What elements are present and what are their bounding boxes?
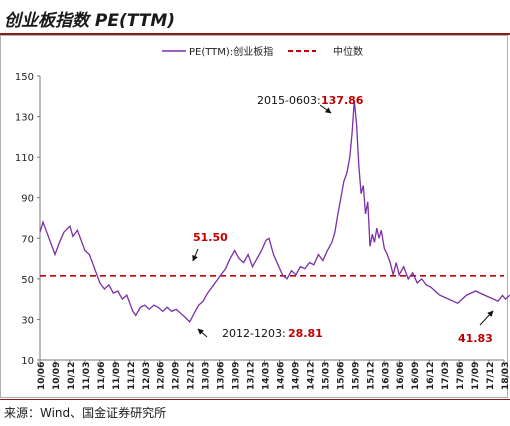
x-tick-label: 10/12 bbox=[67, 362, 77, 390]
x-tick-label: 14/03 bbox=[262, 362, 272, 390]
x-tick-label: 12/12 bbox=[187, 362, 197, 390]
chart-frame bbox=[0, 35, 508, 398]
y-tick-label: 10 bbox=[21, 356, 34, 367]
x-tick-label: 12/06 bbox=[157, 362, 167, 390]
median-annotation: 51.50 bbox=[192, 231, 228, 262]
x-tick-label: 14/12 bbox=[306, 362, 316, 390]
x-tick-label: 11/12 bbox=[127, 362, 137, 390]
peak-arrow bbox=[319, 104, 332, 114]
latest-annotation-value: 41.83 bbox=[458, 332, 493, 345]
x-tick-label: 11/03 bbox=[82, 362, 92, 390]
x-tick-label: 12/03 bbox=[142, 362, 152, 390]
y-tick-label: 130 bbox=[15, 113, 34, 124]
x-tick-label: 17/12 bbox=[486, 362, 496, 390]
legend-median-label: 中位数 bbox=[333, 45, 363, 58]
x-tick-label: 10/09 bbox=[52, 362, 62, 390]
series-line bbox=[39, 100, 510, 323]
footer-divider bbox=[0, 399, 510, 400]
trough-annotation-label: 2012-1203: bbox=[222, 327, 286, 340]
y-tick-label: 150 bbox=[15, 72, 34, 83]
x-tick-label: 14/06 bbox=[276, 362, 286, 390]
x-tick-label: 12/09 bbox=[172, 362, 182, 390]
x-tick-label: 13/12 bbox=[247, 362, 257, 390]
page-title: 创业板指数 PE(TTM) bbox=[4, 11, 176, 31]
x-tick-label: 17/03 bbox=[441, 362, 451, 390]
y-tick-label: 110 bbox=[15, 153, 34, 164]
trough-arrow bbox=[197, 328, 208, 338]
title-divider bbox=[0, 33, 510, 35]
latest-annotation: 41.83 bbox=[458, 310, 494, 345]
trough-annotation: 2012-1203: 28.81 bbox=[197, 327, 323, 340]
source-note: 来源：Wind、国金证券研究所 bbox=[4, 406, 167, 420]
peak-annotation-label: 2015-0603: bbox=[257, 94, 321, 107]
x-tick-label: 15/09 bbox=[351, 362, 361, 390]
annotations: 2015-0603: 137.86 51.50 2012-1203: 28.81… bbox=[192, 94, 494, 345]
x-tick-label: 11/09 bbox=[112, 362, 122, 390]
y-tick-label: 50 bbox=[21, 275, 34, 286]
x-tick-label: 10/06 bbox=[37, 362, 47, 390]
x-tick-label: 13/03 bbox=[202, 362, 212, 390]
peak-annotation: 2015-0603: 137.86 bbox=[257, 94, 364, 114]
x-tick-label: 16/06 bbox=[396, 362, 406, 390]
x-tick-label: 15/06 bbox=[336, 362, 346, 390]
x-tick-label: 14/09 bbox=[291, 362, 301, 390]
y-tick-label: 70 bbox=[21, 234, 34, 245]
x-tick-label: 16/03 bbox=[381, 362, 391, 390]
x-tick-label: 13/06 bbox=[217, 362, 227, 390]
median-arrow bbox=[192, 248, 199, 262]
x-tick-label: 17/09 bbox=[471, 362, 481, 390]
x-tick-label: 16/12 bbox=[426, 362, 436, 390]
x-tick-label: 16/09 bbox=[411, 362, 421, 390]
y-tick-label: 90 bbox=[21, 194, 34, 205]
peak-annotation-value: 137.86 bbox=[321, 94, 364, 107]
median-annotation-value: 51.50 bbox=[193, 231, 228, 244]
x-tick-label: 15/03 bbox=[321, 362, 331, 390]
x-tick-label: 18/03 bbox=[501, 362, 510, 390]
x-tick-label: 13/09 bbox=[232, 362, 242, 390]
y-axis: 10 30 50 70 90 110 130 150 bbox=[15, 72, 41, 367]
legend-series-label: PE(TTM):创业板指 bbox=[189, 45, 273, 58]
chart-legend: PE(TTM):创业板指 中位数 bbox=[162, 45, 363, 58]
x-tick-label: 17/06 bbox=[456, 362, 466, 390]
trough-annotation-value: 28.81 bbox=[288, 327, 323, 340]
pe-line-chart: PE(TTM):创业板指 中位数 10 30 50 70 90 110 130 150 10/… bbox=[15, 45, 510, 390]
x-tick-label: 11/06 bbox=[97, 362, 107, 390]
x-tick-label: 15/12 bbox=[366, 362, 376, 390]
x-axis: 10/06 10/09 10/12 11/03 11/06 11/09 11/12 12/03… bbox=[37, 359, 510, 390]
y-tick-label: 30 bbox=[21, 315, 34, 326]
latest-arrow bbox=[479, 310, 494, 326]
